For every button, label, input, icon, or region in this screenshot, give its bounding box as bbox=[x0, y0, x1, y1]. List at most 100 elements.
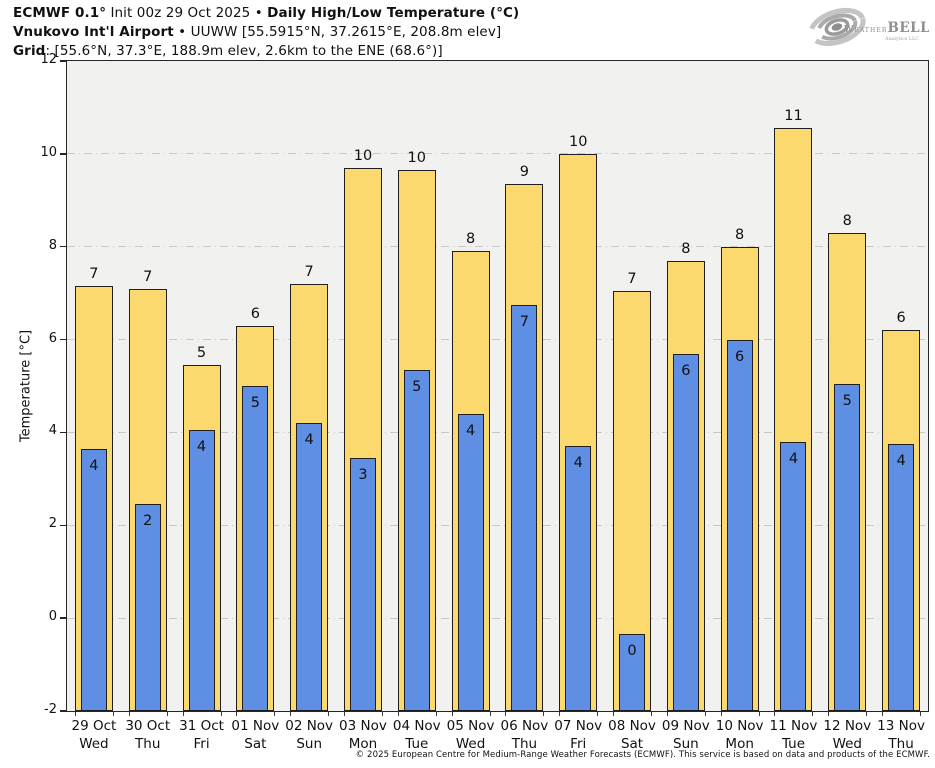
date-label: 31 Oct bbox=[179, 718, 224, 734]
station-name: Vnukovo Int'l Airport bbox=[13, 24, 174, 40]
low-bar bbox=[888, 444, 915, 711]
x-axis-tick-nub bbox=[74, 712, 76, 716]
low-value-label: 5 bbox=[842, 392, 852, 409]
x-axis-tick-nub bbox=[220, 712, 222, 716]
y-axis-tick--2 bbox=[60, 710, 67, 712]
low-bar bbox=[565, 446, 592, 711]
x-axis-tick-nub bbox=[397, 712, 399, 716]
high-value-label: 10 bbox=[568, 133, 588, 150]
low-value-label: 6 bbox=[681, 362, 691, 379]
low-bar bbox=[619, 634, 646, 711]
low-value-label: 4 bbox=[573, 455, 583, 472]
x-axis-tick-nub bbox=[166, 712, 168, 716]
x-axis-tick-nub bbox=[920, 712, 922, 716]
x-axis-tick-nub bbox=[882, 712, 884, 716]
header-grid-line: Grid: [55.6°N, 37.3°E, 188.9m elev, 2.6k… bbox=[13, 43, 443, 59]
low-value-label: 7 bbox=[519, 313, 530, 330]
high-value-label: 11 bbox=[784, 108, 803, 125]
x-axis-tick-nub bbox=[451, 712, 453, 716]
date-label: 06 Nov bbox=[500, 718, 549, 734]
grid-label: Grid bbox=[13, 43, 46, 59]
high-value-label: 7 bbox=[143, 268, 153, 285]
low-bar bbox=[296, 423, 323, 711]
low-bar bbox=[403, 369, 430, 711]
y-axis-tick-0 bbox=[60, 617, 67, 619]
weatherbell-logo: WeatherBELL Analytics LLC bbox=[807, 3, 930, 51]
bar-group-31-oct: 5 4 31 Oct Fri bbox=[175, 61, 229, 752]
header-station-line: Vnukovo Int'l Airport • UUWW [55.5915°N,… bbox=[13, 24, 501, 40]
high-value-label: 6 bbox=[896, 310, 906, 327]
weekday-label: Thu bbox=[511, 736, 538, 752]
x-axis-tick-nub bbox=[236, 712, 238, 716]
bar-group-06-nov: 9 7 06 Nov Thu bbox=[498, 61, 552, 752]
gridline-y6 bbox=[67, 339, 928, 341]
low-bar bbox=[672, 353, 699, 711]
y-axis-label-4: 4 bbox=[48, 423, 57, 439]
low-bar bbox=[242, 386, 269, 711]
x-axis-tick-nub bbox=[128, 712, 130, 716]
x-axis-tick-nub bbox=[597, 712, 599, 716]
y-axis-label-0: 0 bbox=[48, 609, 57, 625]
logo-text-analytics: Analytics LLC bbox=[884, 36, 919, 42]
high-value-label: 7 bbox=[627, 270, 637, 287]
x-axis-tick-nub bbox=[559, 712, 561, 716]
date-label: 03 Nov bbox=[339, 718, 387, 734]
y-axis-tick-6 bbox=[60, 338, 67, 341]
x-axis-tick-nub bbox=[112, 712, 114, 716]
weekday-label: Sun bbox=[296, 736, 322, 752]
low-value-label: 6 bbox=[735, 348, 745, 365]
logo-text-weather: Weather bbox=[844, 25, 887, 35]
weekday-label: Thu bbox=[135, 736, 161, 752]
date-label: 13 Nov bbox=[877, 718, 925, 734]
bar-group-11-nov: 11 4 11 Nov Tue bbox=[767, 61, 821, 752]
high-value-label: 5 bbox=[196, 345, 207, 362]
date-label: 07 Nov bbox=[554, 718, 603, 734]
bar-group-10-nov: 8 6 10 Nov Mon bbox=[713, 61, 767, 752]
bar-group-13-nov: 6 4 13 Nov Thu bbox=[874, 61, 928, 752]
high-value-label: 9 bbox=[519, 164, 530, 181]
weekday-label: Wed bbox=[79, 736, 109, 752]
date-label: 30 Oct bbox=[125, 718, 171, 734]
gridline-y10 bbox=[67, 153, 928, 155]
x-axis-tick-nub bbox=[328, 712, 330, 716]
bar-group-09-nov: 8 6 09 Nov Sun bbox=[659, 61, 713, 752]
x-axis-tick-nub bbox=[182, 712, 184, 716]
bar-group-05-nov: 8 4 05 Nov Wed bbox=[444, 61, 498, 752]
x-axis-tick-nub bbox=[866, 712, 868, 716]
low-bar bbox=[511, 304, 538, 711]
weekday-label: Fri bbox=[570, 736, 587, 752]
low-value-label: 5 bbox=[250, 395, 260, 411]
x-axis-tick-nub bbox=[613, 712, 615, 716]
y-axis-label-2: 2 bbox=[48, 516, 57, 532]
bar-group-30-oct: 7 2 30 Oct Thu bbox=[121, 61, 175, 753]
weekday-label: Wed bbox=[832, 736, 862, 752]
low-bar bbox=[457, 413, 484, 711]
y-axis-label-6: 6 bbox=[48, 330, 57, 346]
y-axis-tick-8 bbox=[60, 246, 67, 248]
date-label: 11 Nov bbox=[769, 718, 818, 734]
bar-group-03-nov: 10 3 03 Nov Mon bbox=[336, 61, 390, 752]
gridline-y4 bbox=[67, 431, 928, 433]
bar-group-12-nov: 8 5 12 Nov Wed bbox=[820, 61, 874, 752]
bar-group-08-nov: 7 0 08 Nov Sat bbox=[605, 61, 659, 752]
copyright-footer: © 2025 European Centre for Medium-Range … bbox=[355, 750, 930, 760]
x-axis-tick-nub bbox=[435, 712, 437, 716]
weekday-label: Tue bbox=[405, 736, 429, 752]
low-bar bbox=[349, 457, 376, 711]
station-coords: • UUWW [55.5915°N, 37.2615°E, 208.8m ele… bbox=[173, 24, 502, 40]
y-axis-tick-10 bbox=[60, 153, 67, 155]
date-label: 09 Nov bbox=[661, 718, 710, 734]
weekday-label: Fri bbox=[193, 736, 210, 752]
y-axis-label-8: 8 bbox=[48, 237, 57, 253]
x-axis-tick-nub bbox=[651, 712, 653, 716]
high-value-label: 7 bbox=[304, 263, 314, 280]
x-axis-tick-nub bbox=[343, 712, 345, 716]
x-axis-tick-nub bbox=[720, 712, 722, 716]
date-label: 05 Nov bbox=[446, 718, 495, 734]
weekday-label: Thu bbox=[888, 736, 914, 752]
date-label: 02 Nov bbox=[285, 718, 334, 734]
low-value-label: 0 bbox=[627, 643, 637, 660]
weekday-label: Tue bbox=[781, 736, 805, 752]
model-name: ECMWF 0.1° bbox=[13, 5, 107, 21]
low-value-label: 4 bbox=[465, 422, 476, 439]
